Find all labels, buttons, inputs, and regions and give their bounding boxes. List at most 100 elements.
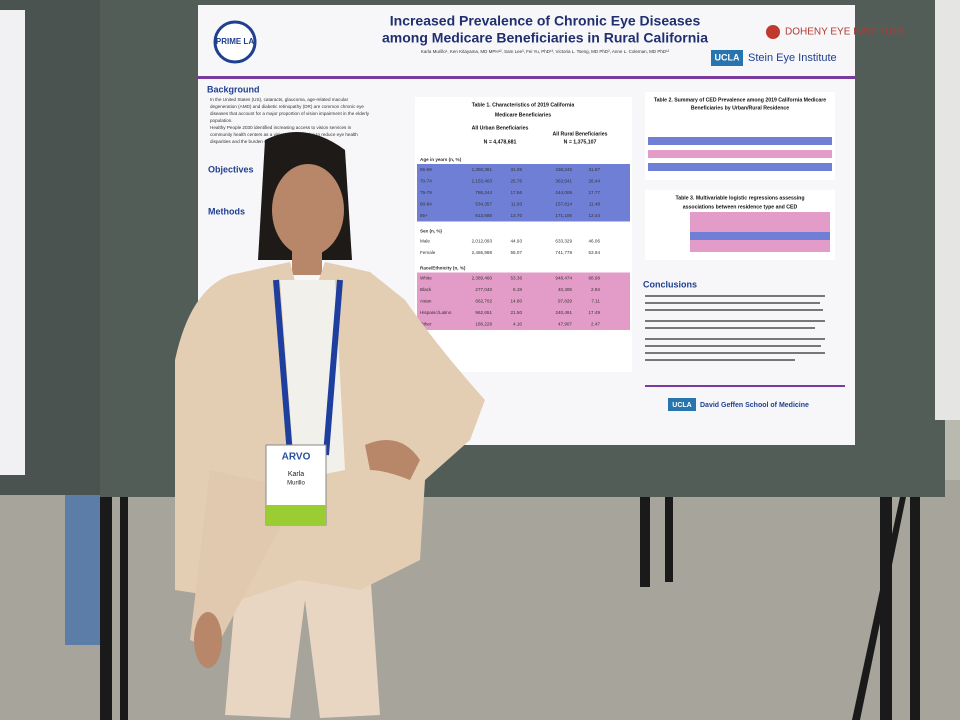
table-cell: 11.93: [511, 202, 523, 207]
table-cell: 1,153,403: [472, 179, 493, 184]
table-cell: 53.94: [589, 250, 601, 255]
table-cell: 11.48: [589, 202, 601, 207]
table-cell: 53.36: [511, 276, 523, 281]
group-label: Age in years (n, %): [420, 157, 462, 162]
table-cell: 68.98: [589, 276, 601, 281]
ucla-logo: UCLA: [672, 402, 691, 409]
authors: Karla Murillo¹, Ken Kitayama, MD MPH¹², …: [421, 49, 670, 54]
poster-rule: [645, 385, 845, 387]
table-cell: 277,040: [475, 287, 492, 292]
table-cell: 2,389,460: [472, 276, 493, 281]
table-cell: 186,228: [475, 322, 492, 327]
table-cell: Hispanic/Latino: [420, 310, 452, 315]
section-heading: Objectives: [208, 164, 254, 174]
section-heading: Methods: [208, 206, 245, 216]
row-band: [417, 272, 630, 330]
logo-text: PRIME LA: [216, 37, 254, 46]
doheny-logo: DOHENY EYE INSTITUTE: [785, 27, 905, 38]
table-cell: Asian: [420, 299, 432, 304]
table-cell: 17.56: [511, 190, 523, 195]
logo-circle: [213, 20, 257, 64]
table-cell: 4.16: [513, 322, 522, 327]
table-cell: 14.80: [511, 299, 523, 304]
column-n: N = 4,478,681: [484, 139, 517, 145]
table-cell: 948,474: [555, 276, 572, 281]
table-cell: 157,814: [555, 202, 572, 207]
table-band: [648, 150, 832, 158]
table2-title: Beneficiaries by Urban/Rural Residence: [691, 105, 789, 111]
table-cell: 47,907: [558, 322, 572, 327]
table-cell: 13.70: [511, 213, 523, 218]
table-cell: 12.44: [589, 213, 601, 218]
conclusion-lines: [645, 295, 825, 361]
table-band: [648, 163, 832, 171]
badge-name: Murillo: [287, 481, 305, 487]
ucla-logo: UCLA: [715, 52, 740, 62]
section-heading: Background: [207, 84, 260, 94]
table-cell: 7.11: [591, 299, 600, 304]
table-cell: 438,245: [555, 167, 572, 172]
table-cell: 26.44: [589, 179, 601, 184]
table1-title: Table 1. Characteristics of 2019 Califor…: [472, 102, 575, 108]
background-person-legs: [65, 495, 100, 645]
table-cell: 85+: [420, 213, 428, 218]
table1-body: Age in years (n, %) 65-69 1,390,391 31.05 43…: [417, 157, 630, 330]
poster-title: Increased Prevalence of Chronic Eye Dise…: [390, 13, 701, 29]
table-cell: 962,651: [475, 310, 492, 315]
table-cell: 31.87: [589, 167, 601, 172]
table-cell: 17.77: [589, 190, 601, 195]
table-cell: 1,390,391: [472, 167, 493, 172]
poster-title: among Medicare Beneficiaries in Rural Ca…: [382, 30, 708, 46]
table3-title: Table 3. Multivariable logistic regressi…: [675, 195, 804, 201]
table-cell: 2,465,988: [472, 250, 493, 255]
table-cell: 2.94: [591, 287, 600, 292]
table-cell: 613,686: [475, 213, 492, 218]
table-band: [690, 232, 830, 240]
table-cell: 55.07: [511, 250, 523, 255]
table-cell: 46.06: [589, 239, 601, 244]
body-text: disparities and the burden of chronic ey…: [210, 139, 311, 144]
row-band: [417, 235, 630, 259]
table-cell: 240,491: [555, 310, 572, 315]
column-header: All Rural Beneficiaries: [552, 131, 607, 137]
table3-title: associations between residence type and …: [683, 204, 798, 210]
left-poster: [0, 10, 25, 475]
table-cell: 44.93: [511, 239, 523, 244]
table-cell: 25.76: [511, 179, 523, 184]
table-cell: 40,406: [558, 287, 572, 292]
table-cell: 363,541: [555, 179, 572, 184]
floor: [0, 480, 960, 720]
table-cell: 633,329: [555, 239, 572, 244]
table-cell: 70-74: [420, 179, 432, 184]
person: ARVO Karla Murillo: [65, 132, 485, 718]
body-text: diseases that account for a major propor…: [210, 111, 370, 116]
table-band: [648, 137, 832, 145]
doheny-mark: [766, 25, 780, 39]
table-cell: Other: [420, 322, 432, 327]
table-cell: 97,829: [558, 299, 572, 304]
badge-event: ARVO: [282, 452, 311, 463]
stein-logo: Stein Eye Institute: [748, 52, 837, 64]
body-text: In the United States (US), cataracts, gl…: [210, 97, 349, 102]
table-cell: 17.49: [589, 310, 601, 315]
group-label: Sex (n, %): [420, 229, 442, 234]
table-cell: 741,778: [555, 250, 572, 255]
column-n: N = 1,375,107: [564, 139, 597, 145]
geffen-logo: David Geffen School of Medicine: [700, 402, 809, 409]
table-cell: 21.50: [511, 310, 523, 315]
row-band: [417, 164, 630, 222]
easel: [100, 497, 920, 720]
body-text: degeneration (AMD) and diabetic retinopa…: [210, 104, 364, 109]
badge-name: Karla: [288, 471, 304, 478]
group-label: Race/Ethnicity (n, %): [420, 266, 466, 271]
table-cell: 662,702: [475, 299, 492, 304]
section-heading: Conclusions: [643, 279, 697, 289]
table-cell: 65-69: [420, 167, 432, 172]
table-cell: 534,357: [475, 202, 492, 207]
table-cell: Black: [420, 287, 432, 292]
table-cell: 31.05: [511, 167, 523, 172]
table-cell: 2,012,093: [472, 239, 493, 244]
table-cell: 171,106: [555, 213, 572, 218]
